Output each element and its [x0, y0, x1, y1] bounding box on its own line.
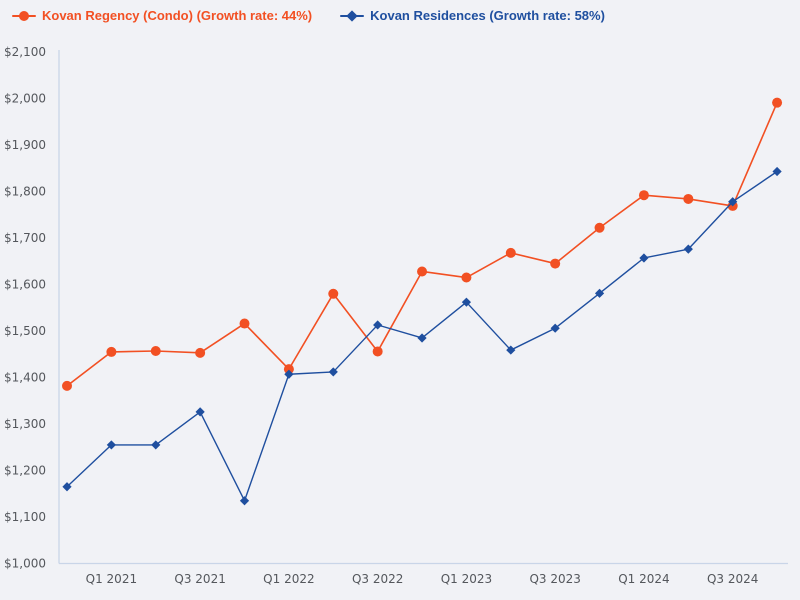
- legend-item-kovan-regency[interactable]: Kovan Regency (Condo) (Growth rate: 44%): [12, 8, 312, 23]
- data-point-circle: [239, 318, 250, 329]
- data-point-diamond: [195, 407, 205, 417]
- legend-label-kovan-residences: Kovan Residences (Growth rate: 58%): [370, 8, 605, 23]
- y-tick-label: $1,900: [4, 138, 46, 152]
- y-tick-label: $1,200: [4, 464, 46, 478]
- y-tick-label: $1,300: [4, 417, 46, 431]
- data-point-diamond: [550, 323, 560, 333]
- legend-label-kovan-regency: Kovan Regency (Condo) (Growth rate: 44%): [42, 8, 313, 23]
- y-tick-label: $1,500: [4, 324, 46, 338]
- y-tick-label: $1,000: [4, 557, 46, 571]
- legend: Kovan Regency (Condo) (Growth rate: 44%)…: [12, 8, 605, 23]
- y-tick-label: $1,100: [4, 510, 46, 524]
- data-point-diamond: [373, 320, 383, 330]
- data-point-circle: [594, 222, 605, 233]
- x-axis-tick-labels: Q1 2021 Q3 2021 Q1 2022 Q3 2022 Q1 2023 Q3 20…: [86, 572, 759, 586]
- data-point-circle: [638, 190, 649, 201]
- x-tick-label: Q3 2022: [352, 572, 403, 586]
- data-point-circle: [772, 97, 783, 108]
- y-tick-label: $1,700: [4, 231, 46, 245]
- data-point-circle: [150, 345, 161, 356]
- data-point-diamond: [639, 253, 649, 263]
- y-axis-tick-labels: $1,000 $1,100 $1,200 $1,300 $1,400 $1,500 $1,6…: [4, 45, 46, 571]
- data-point-circle: [328, 288, 339, 299]
- data-point-circle: [505, 247, 516, 258]
- circle-marker-icon: [12, 9, 36, 23]
- data-point-diamond: [683, 244, 693, 254]
- data-point-circle: [417, 266, 428, 277]
- data-point-diamond: [417, 333, 427, 343]
- data-point-diamond: [239, 496, 250, 506]
- data-point-circle: [461, 272, 472, 283]
- data-point-circle: [195, 347, 206, 358]
- legend-item-kovan-residences[interactable]: Kovan Residences (Growth rate: 58%): [340, 8, 605, 23]
- data-point-diamond: [62, 482, 72, 492]
- data-point-diamond: [728, 197, 738, 207]
- x-tick-label: Q1 2022: [263, 572, 314, 586]
- y-tick-label: $2,100: [4, 45, 46, 59]
- data-point-diamond: [506, 345, 516, 355]
- series-line: [66, 101, 778, 387]
- diamond-marker-icon: [340, 9, 365, 23]
- axis-lines: [58, 50, 788, 565]
- series-kovan-regency-condo-: [62, 97, 783, 391]
- y-tick-label: $2,000: [4, 92, 46, 106]
- x-tick-label: Q3 2021: [174, 572, 225, 586]
- data-point-diamond: [772, 166, 782, 177]
- data-point-diamond: [461, 297, 472, 307]
- data-point-circle: [283, 364, 294, 375]
- x-tick-label: Q3 2023: [529, 572, 580, 586]
- data-point-circle: [550, 258, 561, 269]
- x-tick-label: Q3 2024: [707, 572, 758, 586]
- data-point-circle: [106, 346, 117, 357]
- y-tick-label: $1,600: [4, 278, 46, 292]
- data-point-circle: [62, 380, 72, 391]
- data-point-diamond: [328, 367, 338, 377]
- data-point-diamond: [106, 440, 116, 450]
- series-kovan-residences: [62, 166, 782, 506]
- y-tick-label: $1,800: [4, 185, 46, 199]
- data-point-diamond: [284, 369, 294, 379]
- data-point-circle: [683, 193, 694, 204]
- data-point-diamond: [151, 440, 161, 450]
- data-point-circle: [372, 346, 383, 357]
- x-tick-label: Q1 2024: [618, 572, 669, 586]
- data-point-diamond: [594, 288, 605, 298]
- x-tick-label: Q1 2023: [441, 572, 492, 586]
- x-tick-label: Q1 2021: [86, 572, 137, 586]
- y-tick-label: $1,400: [4, 371, 46, 385]
